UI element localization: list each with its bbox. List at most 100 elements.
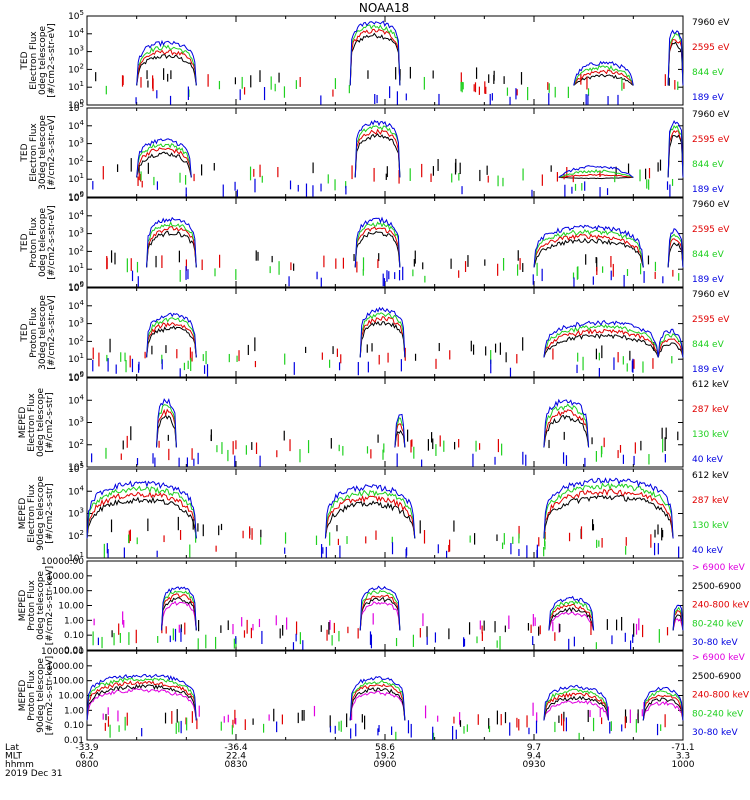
series-line bbox=[156, 403, 590, 448]
y-tick-label: 105 bbox=[68, 101, 84, 114]
y-tick-label: 101 bbox=[68, 460, 84, 473]
y-tick-label: 102 bbox=[68, 154, 84, 167]
footer-lat-value: -71.1 bbox=[671, 743, 694, 753]
legend-entry: 7960 eV bbox=[692, 110, 730, 120]
legend-entry: 80-240 keV bbox=[692, 709, 744, 719]
footer-mlt-value: 22.4 bbox=[226, 752, 246, 762]
y-tick-label: 100.00 bbox=[53, 587, 85, 597]
y-tick-label: 10000.00 bbox=[41, 647, 84, 657]
y-tick-label: 105 bbox=[68, 462, 84, 475]
legend-entry: 2500-6900 bbox=[692, 672, 741, 682]
y-tick-label: 0.10 bbox=[64, 721, 84, 731]
y-tick-label: 101 bbox=[68, 551, 84, 564]
series-line bbox=[136, 133, 684, 180]
series-line bbox=[86, 482, 674, 539]
series-line bbox=[136, 32, 684, 86]
footer-time-value: 0800 bbox=[76, 760, 99, 770]
panels-group: 100 101 102 103 104 105 TEDElectron Flux0deg t… bbox=[18, 9, 750, 746]
y-tick-label: 103 bbox=[68, 45, 84, 58]
y-tick-label: 102 bbox=[68, 529, 84, 542]
legend-entry: 30-80 keV bbox=[692, 638, 738, 648]
y-tick-label: 104 bbox=[68, 209, 84, 222]
y-axis-label: TEDElectron Flux0deg telescope[#/cm2-s-s… bbox=[20, 23, 57, 98]
y-tick-label: 101 bbox=[68, 172, 84, 185]
legend-entry: 7960 eV bbox=[692, 18, 730, 28]
legend-entry: 2595 eV bbox=[692, 315, 730, 325]
y-tick-label: 100 bbox=[68, 370, 84, 383]
y-tick-label: 101 bbox=[68, 262, 84, 275]
y-axis-label: TEDProton Flux30deg telescope[#/cm2-s-st… bbox=[20, 295, 57, 370]
chart-panel: 100 101 102 103 104 105 TEDProton Flux30deg te… bbox=[20, 281, 730, 383]
y-tick-label: 10000.00 bbox=[41, 557, 84, 567]
legend-entry: 844 eV bbox=[692, 250, 725, 260]
legend-entry: 80-240 keV bbox=[692, 619, 744, 629]
panel-frame bbox=[86, 197, 684, 288]
legend-entry: 130 keV bbox=[692, 521, 729, 531]
series-line bbox=[146, 321, 684, 358]
series-line bbox=[86, 683, 684, 721]
legend-entry: 287 keV bbox=[692, 405, 729, 415]
legend-entry: 7960 eV bbox=[692, 200, 730, 210]
y-tick-label: 103 bbox=[68, 137, 84, 150]
chart-panel: 100 101 102 103 104 105 TEDElectron Flux0deg t… bbox=[20, 9, 730, 111]
footer-time-value: 0900 bbox=[374, 760, 397, 770]
series-line bbox=[146, 216, 684, 268]
y-tick-label: 101 bbox=[68, 80, 84, 93]
chart-panel: 100 101 102 103 104 105 TEDElectron Flux30deg … bbox=[20, 101, 730, 203]
footer-lat-value: 9.7 bbox=[527, 743, 541, 753]
series-line bbox=[136, 119, 684, 178]
chart-panel: 101 102 103 104 105 MEPEDElectron Flux0deg te… bbox=[18, 371, 729, 473]
series-line bbox=[146, 220, 684, 268]
y-tick-label: 0.01 bbox=[64, 646, 84, 656]
series-line bbox=[136, 20, 684, 86]
legend-entry: 2500-6900 bbox=[692, 582, 741, 592]
legend-entry: 2595 eV bbox=[692, 135, 730, 145]
series-line bbox=[86, 677, 684, 721]
footer-time-value: 0830 bbox=[225, 760, 248, 770]
legend-entry: 30-80 keV bbox=[692, 728, 738, 738]
y-tick-label: 102 bbox=[68, 438, 84, 451]
series-line bbox=[161, 596, 684, 631]
chart-panel: 100 101 102 103 104 105 TEDProton Flux0deg tel… bbox=[20, 191, 730, 293]
series-line bbox=[146, 316, 684, 358]
footer-time-value: 0930 bbox=[523, 760, 546, 770]
series-line bbox=[146, 226, 684, 268]
y-tick-label: 100 bbox=[68, 280, 84, 293]
y-tick-label: 100 bbox=[68, 98, 84, 111]
legend-entry: 2595 eV bbox=[692, 225, 730, 235]
y-axis-label: MEPEDProton Flux90deg telescope[#/cm2-s-… bbox=[18, 656, 55, 735]
legend-entry: 240-800 keV bbox=[692, 691, 750, 701]
series-line bbox=[161, 593, 684, 631]
footer-row-label: Lat bbox=[5, 743, 20, 753]
chart-panel: 101 102 103 104 105 MEPEDElectron Flux90deg t… bbox=[18, 462, 729, 564]
footer-time-value: 1000 bbox=[672, 760, 695, 770]
y-tick-label: 103 bbox=[68, 317, 84, 330]
figure-title: NOAA18 bbox=[359, 1, 409, 15]
y-tick-label: 105 bbox=[68, 371, 84, 384]
series-line bbox=[156, 397, 590, 448]
y-tick-label: 104 bbox=[68, 27, 84, 40]
legend-entry: 40 keV bbox=[692, 546, 724, 556]
y-tick-label: 0.01 bbox=[64, 736, 84, 746]
series-line bbox=[161, 600, 684, 631]
y-tick-label: 102 bbox=[68, 244, 84, 257]
y-axis-label: TEDElectron Flux30deg telescope[#/cm2-s-… bbox=[20, 115, 57, 190]
series-line bbox=[136, 24, 684, 86]
series-line bbox=[86, 680, 684, 721]
legend-entry: 240-800 keV bbox=[692, 601, 750, 611]
legend-entry: 130 keV bbox=[692, 430, 729, 440]
series-line bbox=[86, 477, 674, 539]
legend-entry: 189 eV bbox=[692, 185, 725, 195]
series-line bbox=[146, 312, 684, 358]
y-tick-label: 100.00 bbox=[53, 677, 85, 687]
y-tick-label: 1.00 bbox=[64, 706, 84, 716]
y-axis-label: TEDProton Flux0deg telescope[#/cm2-s-str… bbox=[20, 205, 57, 280]
y-tick-label: 101 bbox=[68, 352, 84, 365]
series-line bbox=[156, 414, 590, 448]
series-line bbox=[86, 488, 674, 539]
legend-entry: 287 keV bbox=[692, 496, 729, 506]
footer-date: 2019 Dec 31 bbox=[5, 769, 63, 779]
legend-entry: 189 eV bbox=[692, 365, 725, 375]
y-tick-label: 105 bbox=[68, 191, 84, 204]
